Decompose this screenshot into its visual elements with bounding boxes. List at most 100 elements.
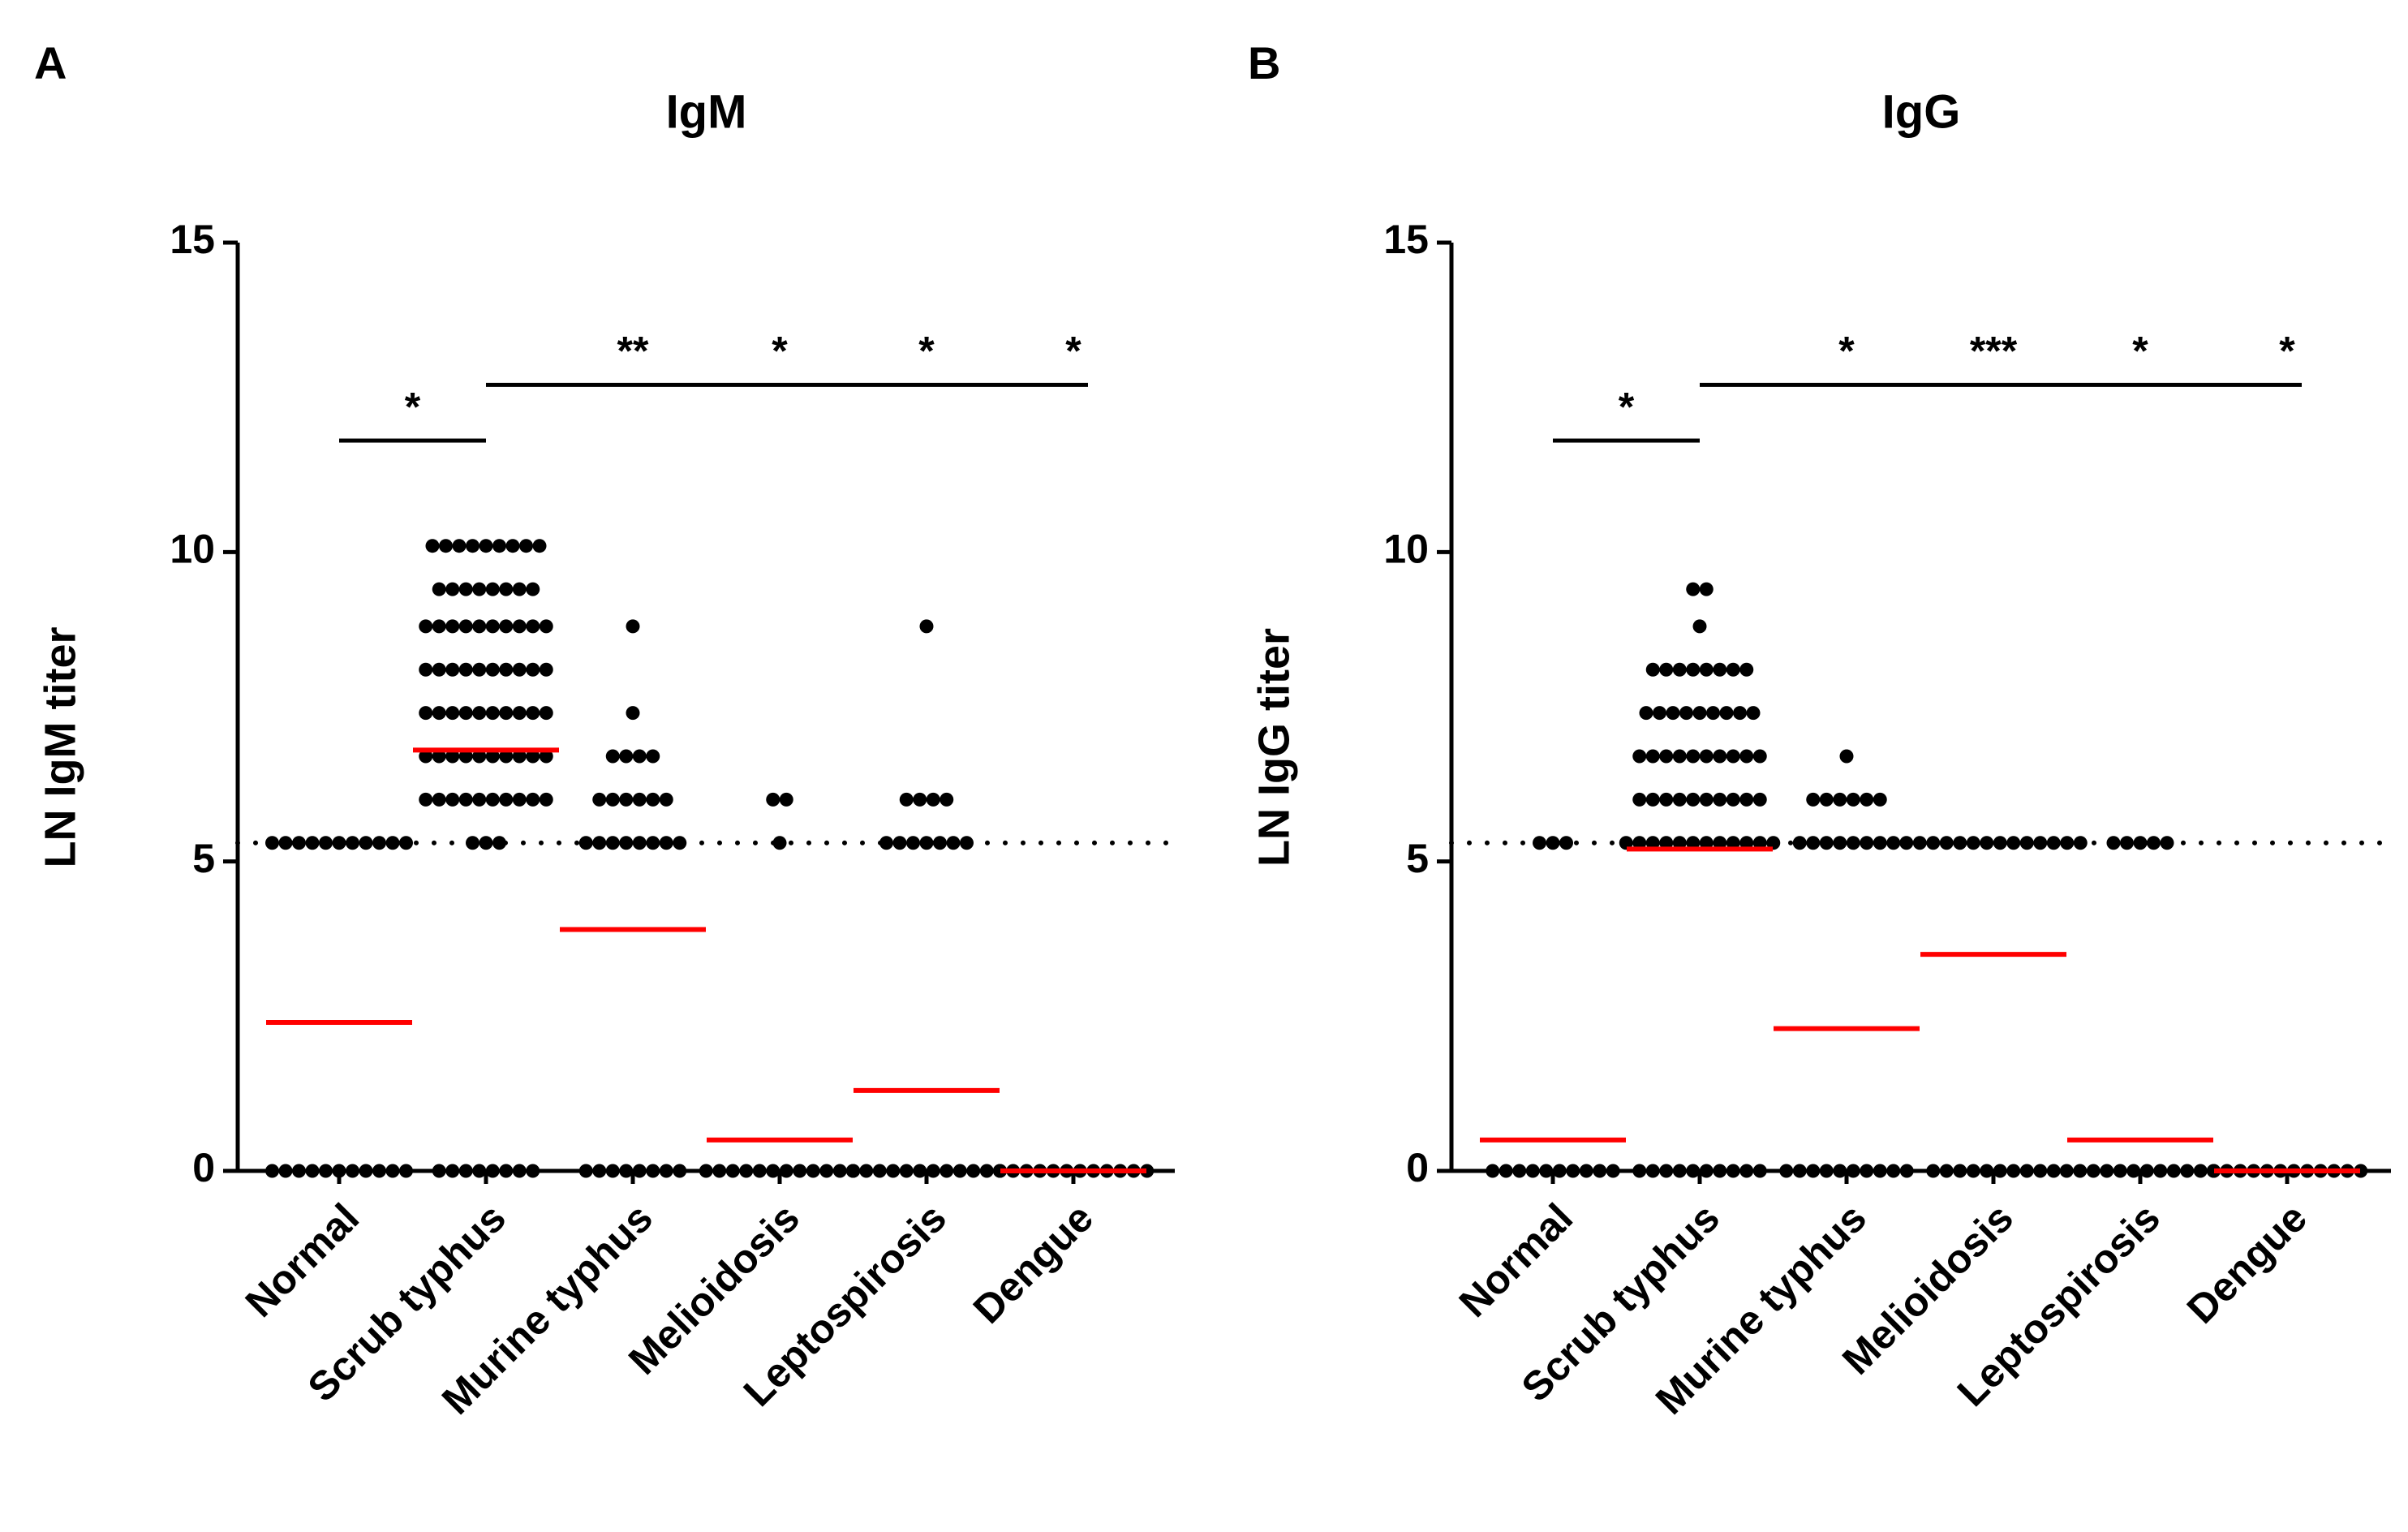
data-dot xyxy=(659,836,673,850)
data-dot xyxy=(1719,706,1734,721)
x-tick-label: Dengue xyxy=(2178,1195,2316,1332)
data-dot xyxy=(499,749,514,764)
data-dot xyxy=(605,749,620,764)
data-dot xyxy=(919,619,934,634)
data-dot xyxy=(899,792,914,807)
data-dot xyxy=(2193,1164,2208,1178)
data-dot xyxy=(659,792,673,807)
data-dot xyxy=(278,1164,293,1178)
data-dot xyxy=(1939,836,1954,850)
data-dot xyxy=(1699,749,1714,764)
data-dot xyxy=(1939,1164,1954,1178)
y-tick-label: 0 xyxy=(192,1145,215,1190)
data-dot xyxy=(346,1164,359,1178)
data-dot xyxy=(1706,706,1720,721)
data-dot xyxy=(458,582,473,596)
data-dot xyxy=(2166,1164,2181,1178)
data-dot xyxy=(673,836,687,850)
y-tick-label: 5 xyxy=(1406,836,1429,881)
data-dot xyxy=(739,1164,754,1178)
data-dot xyxy=(2006,836,2021,850)
data-dot xyxy=(926,1164,940,1178)
data-dot xyxy=(526,706,540,721)
data-dot xyxy=(1645,749,1660,764)
data-dot xyxy=(646,1164,660,1178)
data-dot xyxy=(1672,836,1687,850)
data-dot xyxy=(526,662,540,677)
data-dot xyxy=(1726,749,1740,764)
data-dot xyxy=(472,792,487,807)
data-dot xyxy=(305,1164,320,1178)
data-dot xyxy=(1806,836,1821,850)
data-dot xyxy=(1839,749,1854,764)
data-dot xyxy=(458,792,473,807)
data-dot xyxy=(2100,1164,2114,1178)
data-dot xyxy=(432,582,446,596)
data-dot xyxy=(2060,836,2075,850)
data-dot xyxy=(419,662,433,677)
data-dot xyxy=(2106,836,2121,850)
data-dot xyxy=(445,582,460,596)
data-dot xyxy=(1846,1164,1860,1178)
data-dot xyxy=(1653,706,1666,721)
data-dot xyxy=(1659,792,1674,807)
data-dot xyxy=(1713,836,1727,850)
data-dot xyxy=(1619,836,1633,850)
data-dot xyxy=(1666,706,1680,721)
data-dot xyxy=(445,749,460,764)
data-dot xyxy=(1733,706,1747,721)
data-dot xyxy=(632,749,647,764)
data-dot xyxy=(859,1164,874,1178)
data-dot xyxy=(1993,1164,2007,1178)
data-dot xyxy=(526,792,540,807)
data-dot xyxy=(779,1164,793,1178)
data-dot xyxy=(1546,836,1560,850)
data-dot xyxy=(292,1164,306,1178)
data-dot xyxy=(752,1164,767,1178)
data-dot xyxy=(619,836,634,850)
data-dot xyxy=(519,539,533,553)
data-dot xyxy=(1746,706,1761,721)
data-dot xyxy=(305,836,320,850)
data-dot xyxy=(2126,1164,2141,1178)
data-dot xyxy=(1726,1164,1740,1178)
data-dot xyxy=(472,1164,487,1178)
y-tick-label: 5 xyxy=(192,836,215,881)
data-dot xyxy=(699,1164,713,1178)
data-dot xyxy=(913,792,927,807)
data-dot xyxy=(940,792,954,807)
data-dot xyxy=(432,792,446,807)
data-dot xyxy=(605,792,620,807)
data-dot xyxy=(673,1164,687,1178)
data-dot xyxy=(432,619,446,634)
data-dot xyxy=(646,792,660,807)
data-dot xyxy=(472,662,487,677)
panel-title: IgM xyxy=(666,85,747,138)
data-dot xyxy=(458,619,473,634)
data-dot xyxy=(1659,836,1674,850)
data-dot xyxy=(772,836,787,850)
data-dot xyxy=(872,1164,887,1178)
data-dot xyxy=(485,706,500,721)
data-dot xyxy=(466,836,479,850)
data-dot xyxy=(819,1164,834,1178)
significance-label: * xyxy=(918,329,935,374)
data-dot xyxy=(485,749,500,764)
data-dot xyxy=(472,582,487,596)
significance-label: * xyxy=(1619,384,1635,429)
data-dot xyxy=(472,749,487,764)
data-dot xyxy=(499,792,514,807)
data-dot xyxy=(1672,1164,1687,1178)
data-dot xyxy=(578,1164,593,1178)
data-dot xyxy=(1860,792,1874,807)
data-dot xyxy=(458,662,473,677)
x-tick-label: Dengue xyxy=(965,1195,1102,1332)
data-dot xyxy=(499,582,514,596)
data-dot xyxy=(1645,662,1660,677)
data-dot xyxy=(359,836,373,850)
data-dot xyxy=(906,836,920,850)
data-dot xyxy=(1632,792,1647,807)
data-dot xyxy=(458,706,473,721)
data-dot xyxy=(899,1164,914,1178)
